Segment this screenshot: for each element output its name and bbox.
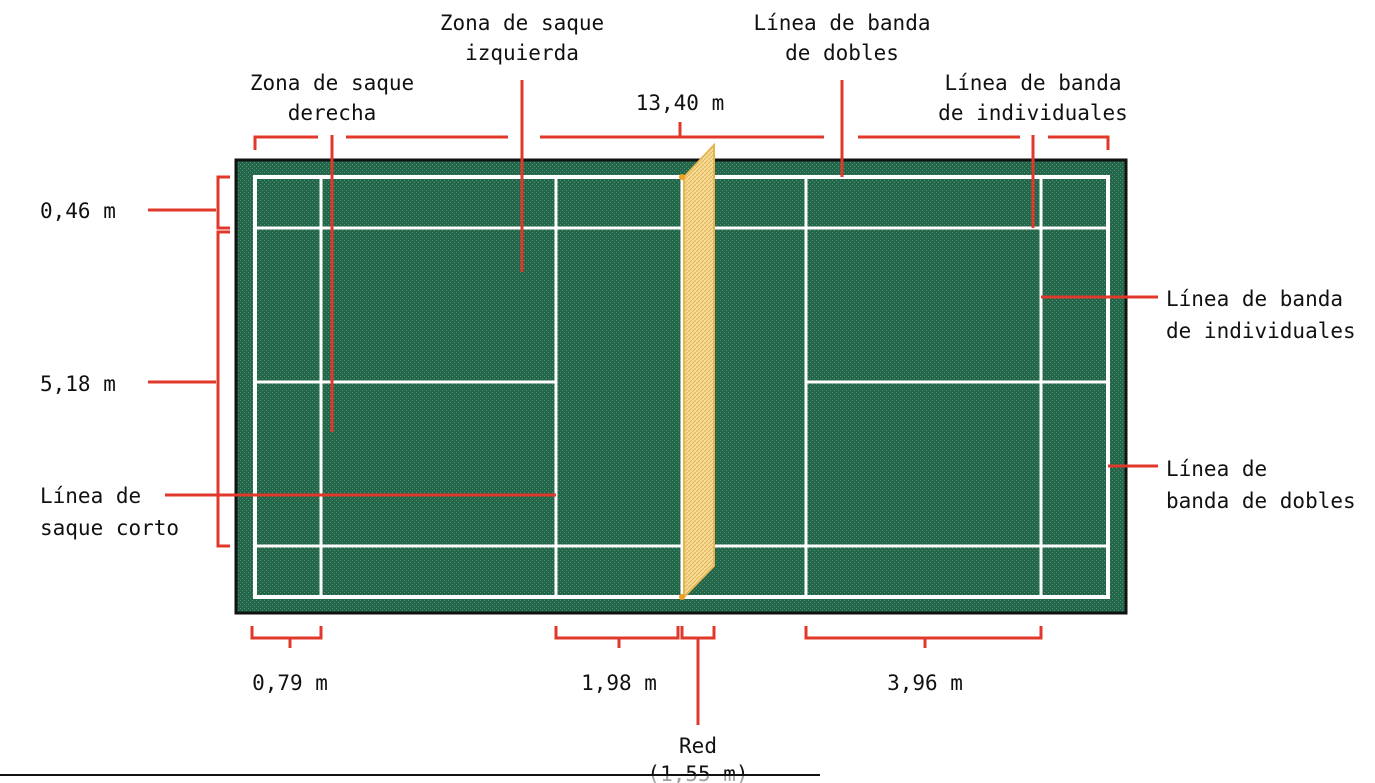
service-length-bracket [804,626,1043,648]
net-post [679,174,685,180]
label: Línea de [1166,457,1267,481]
label: 3,96 m [887,671,963,695]
label: Línea de [40,484,141,508]
label: Línea de banda [1166,287,1343,311]
label: banda de dobles [1166,489,1356,513]
label: Red [679,734,717,758]
singles-bracket [216,230,230,548]
label: de dobles [785,41,899,65]
label: 13,40 m [636,91,725,115]
court [234,142,1128,615]
alley-bracket [216,175,230,230]
net-bracket [680,626,716,725]
label: 0,79 m [252,671,328,695]
label: Zona de saque [440,11,604,35]
bottom-cover [0,775,1375,783]
label: saque corto [40,516,179,540]
label: Línea de banda [753,11,930,35]
label: 1,98 m [581,671,657,695]
label: de individuales [1166,319,1356,343]
callouts [148,80,1158,725]
back-alley-bracket [250,626,323,648]
label: 0,46 m [40,199,116,223]
label: Zona de saque [250,71,414,95]
short-service-bracket [554,626,680,648]
label: de individuales [938,101,1128,125]
label: Línea de banda [944,71,1121,95]
length-bracket [253,122,1110,150]
labels: Zona de saque izquierda Línea de banda d… [40,11,1356,783]
label: derecha [288,101,377,125]
label: 5,18 m [40,372,116,396]
net-post [679,594,685,600]
label: izquierda [465,41,579,65]
net [683,142,715,600]
